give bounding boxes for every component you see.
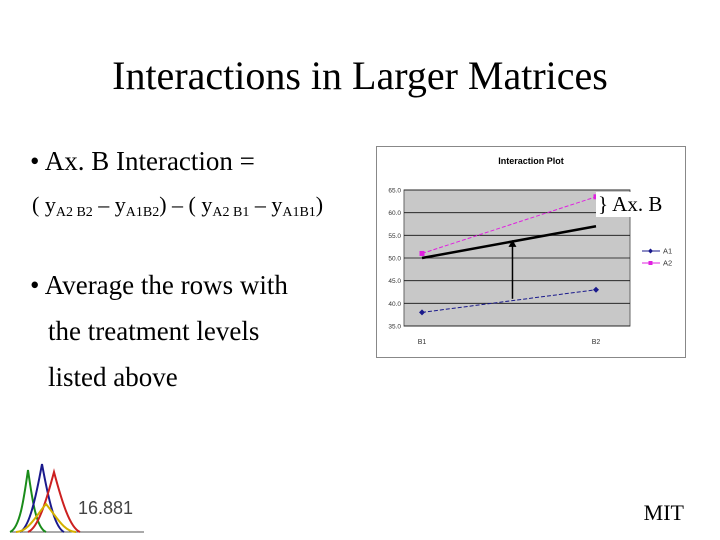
series-line-a1 xyxy=(421,289,597,313)
formula-subscript: A1B1 xyxy=(282,205,316,220)
y-tick-label: 65.0 xyxy=(388,188,401,195)
legend-marker xyxy=(648,248,653,254)
logo-green-curve xyxy=(9,469,47,533)
logo-yellow-curve xyxy=(15,502,77,533)
course-number: 16.881 xyxy=(78,498,134,518)
formula-part: ) – ( y xyxy=(159,192,213,217)
y-tick-label: 35.0 xyxy=(388,324,401,331)
formula-part: – y xyxy=(249,192,283,217)
series-line-a2 xyxy=(421,196,597,254)
mit-label: MIT xyxy=(643,500,684,525)
formula-subscript: A2 B2 xyxy=(55,205,93,220)
chart-title: Interaction Plot xyxy=(498,156,564,166)
legend-marker xyxy=(648,261,653,265)
averaging-bullet: • Average the rows with the treatment le… xyxy=(30,262,370,400)
bullet-line: • Average the rows with xyxy=(30,270,288,300)
interaction-formula: ( yA2 B2 – yA1B2) – ( yA2 B1 – yA1B1) xyxy=(32,192,323,221)
y-tick-label: 45.0 xyxy=(388,278,401,285)
data-point-a1 xyxy=(419,309,425,316)
data-point-a1 xyxy=(593,286,599,293)
x-tick-label: B2 xyxy=(592,339,601,346)
legend-label: A1 xyxy=(663,247,672,256)
data-point-a2 xyxy=(419,250,425,256)
bullet-line: the treatment levels xyxy=(48,316,260,346)
logo-blue-curve xyxy=(19,463,65,533)
formula-part: – y xyxy=(92,192,126,217)
formula-part: ( y xyxy=(32,192,56,217)
course-logo xyxy=(9,463,144,533)
logo-red-curve xyxy=(27,468,81,533)
y-tick-label: 60.0 xyxy=(388,210,401,217)
bullet-line: listed above xyxy=(48,362,178,392)
formula-subscript: A1B2 xyxy=(125,205,160,220)
legend-label: A2 xyxy=(663,259,672,268)
slide-title: Interactions in Larger Matrices xyxy=(112,53,608,98)
x-tick-label: B1 xyxy=(418,339,427,346)
y-tick-label: 55.0 xyxy=(388,233,401,240)
formula-part: ) xyxy=(315,192,324,217)
interaction-annotation: } Ax. B xyxy=(596,192,665,217)
interaction-plot: Interaction Plot 65.0 60.0 55.0 50.0 45.0 40.… xyxy=(376,146,686,358)
arrow-head xyxy=(508,239,517,247)
formula-subscript: A2 B1 xyxy=(212,205,250,220)
y-tick-label: 40.0 xyxy=(388,301,401,308)
interaction-definition: • Ax. B Interaction = xyxy=(30,146,255,176)
average-line xyxy=(421,225,597,260)
y-tick-label: 50.0 xyxy=(388,256,401,263)
